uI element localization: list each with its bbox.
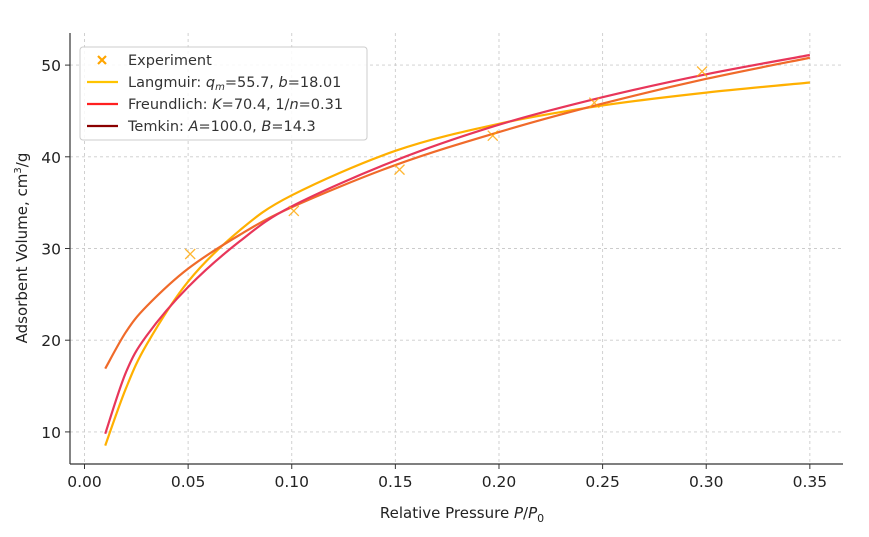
x-tick-label: 0.30 xyxy=(689,473,724,491)
x-tick-label: 0.20 xyxy=(482,473,517,491)
x-tick-label: 0.05 xyxy=(171,473,206,491)
legend-item-langmuir: Langmuir: qm=55.7, b=18.01 xyxy=(87,75,341,93)
x-tick-label: 0.10 xyxy=(274,473,309,491)
plot-area xyxy=(104,53,811,447)
x-axis-label: Relative Pressure P/P0 xyxy=(380,504,544,525)
x-marker-icon xyxy=(97,55,107,65)
legend: Experiment Langmuir: qm=55.7, b=18.01 Fre… xyxy=(79,46,368,141)
legend-label-temkin: Temkin: A=100.0, B=14.3 xyxy=(127,119,316,135)
series-line-langmuir xyxy=(104,81,810,447)
experiment-point xyxy=(288,205,300,217)
legend-item-temkin: Temkin: A=100.0, B=14.3 xyxy=(87,119,316,135)
y-tick-label: 50 xyxy=(41,57,61,75)
y-tick-label: 30 xyxy=(41,241,61,259)
y-tick-label: 40 xyxy=(41,149,61,167)
experiment-point xyxy=(696,66,708,77)
legend-item-freundlich: Freundlich: K=70.4, 1/n=0.31 xyxy=(87,97,343,113)
x-tick-label: 0.25 xyxy=(585,473,620,491)
x-tick-label: 0.00 xyxy=(67,473,102,491)
legend-box xyxy=(79,46,368,141)
experiment-point xyxy=(184,248,196,260)
x-tick-label: 0.35 xyxy=(793,473,828,491)
y-tick-label: 20 xyxy=(41,332,61,350)
series-line-temkin xyxy=(104,53,811,435)
legend-label-langmuir: Langmuir: qm=55.7, b=18.01 xyxy=(128,75,341,93)
legend-item-experiment: Experiment xyxy=(97,53,212,69)
axes: 0.00 0.05 0.10 0.15 0.20 0.25 0.30 0.35 10 20 30 40… xyxy=(41,33,843,491)
legend-label-experiment: Experiment xyxy=(128,53,212,69)
series-line-freundlich xyxy=(104,56,811,370)
y-tick-label: 10 xyxy=(41,424,61,442)
y-axis-label: Adsorbent Volume, cm3/g xyxy=(13,153,31,344)
experiment-point xyxy=(394,164,405,176)
legend-label-freundlich: Freundlich: K=70.4, 1/n=0.31 xyxy=(128,97,343,113)
x-tick-label: 0.15 xyxy=(378,473,413,491)
experiment-point xyxy=(487,130,499,142)
experiment-point xyxy=(588,97,600,109)
